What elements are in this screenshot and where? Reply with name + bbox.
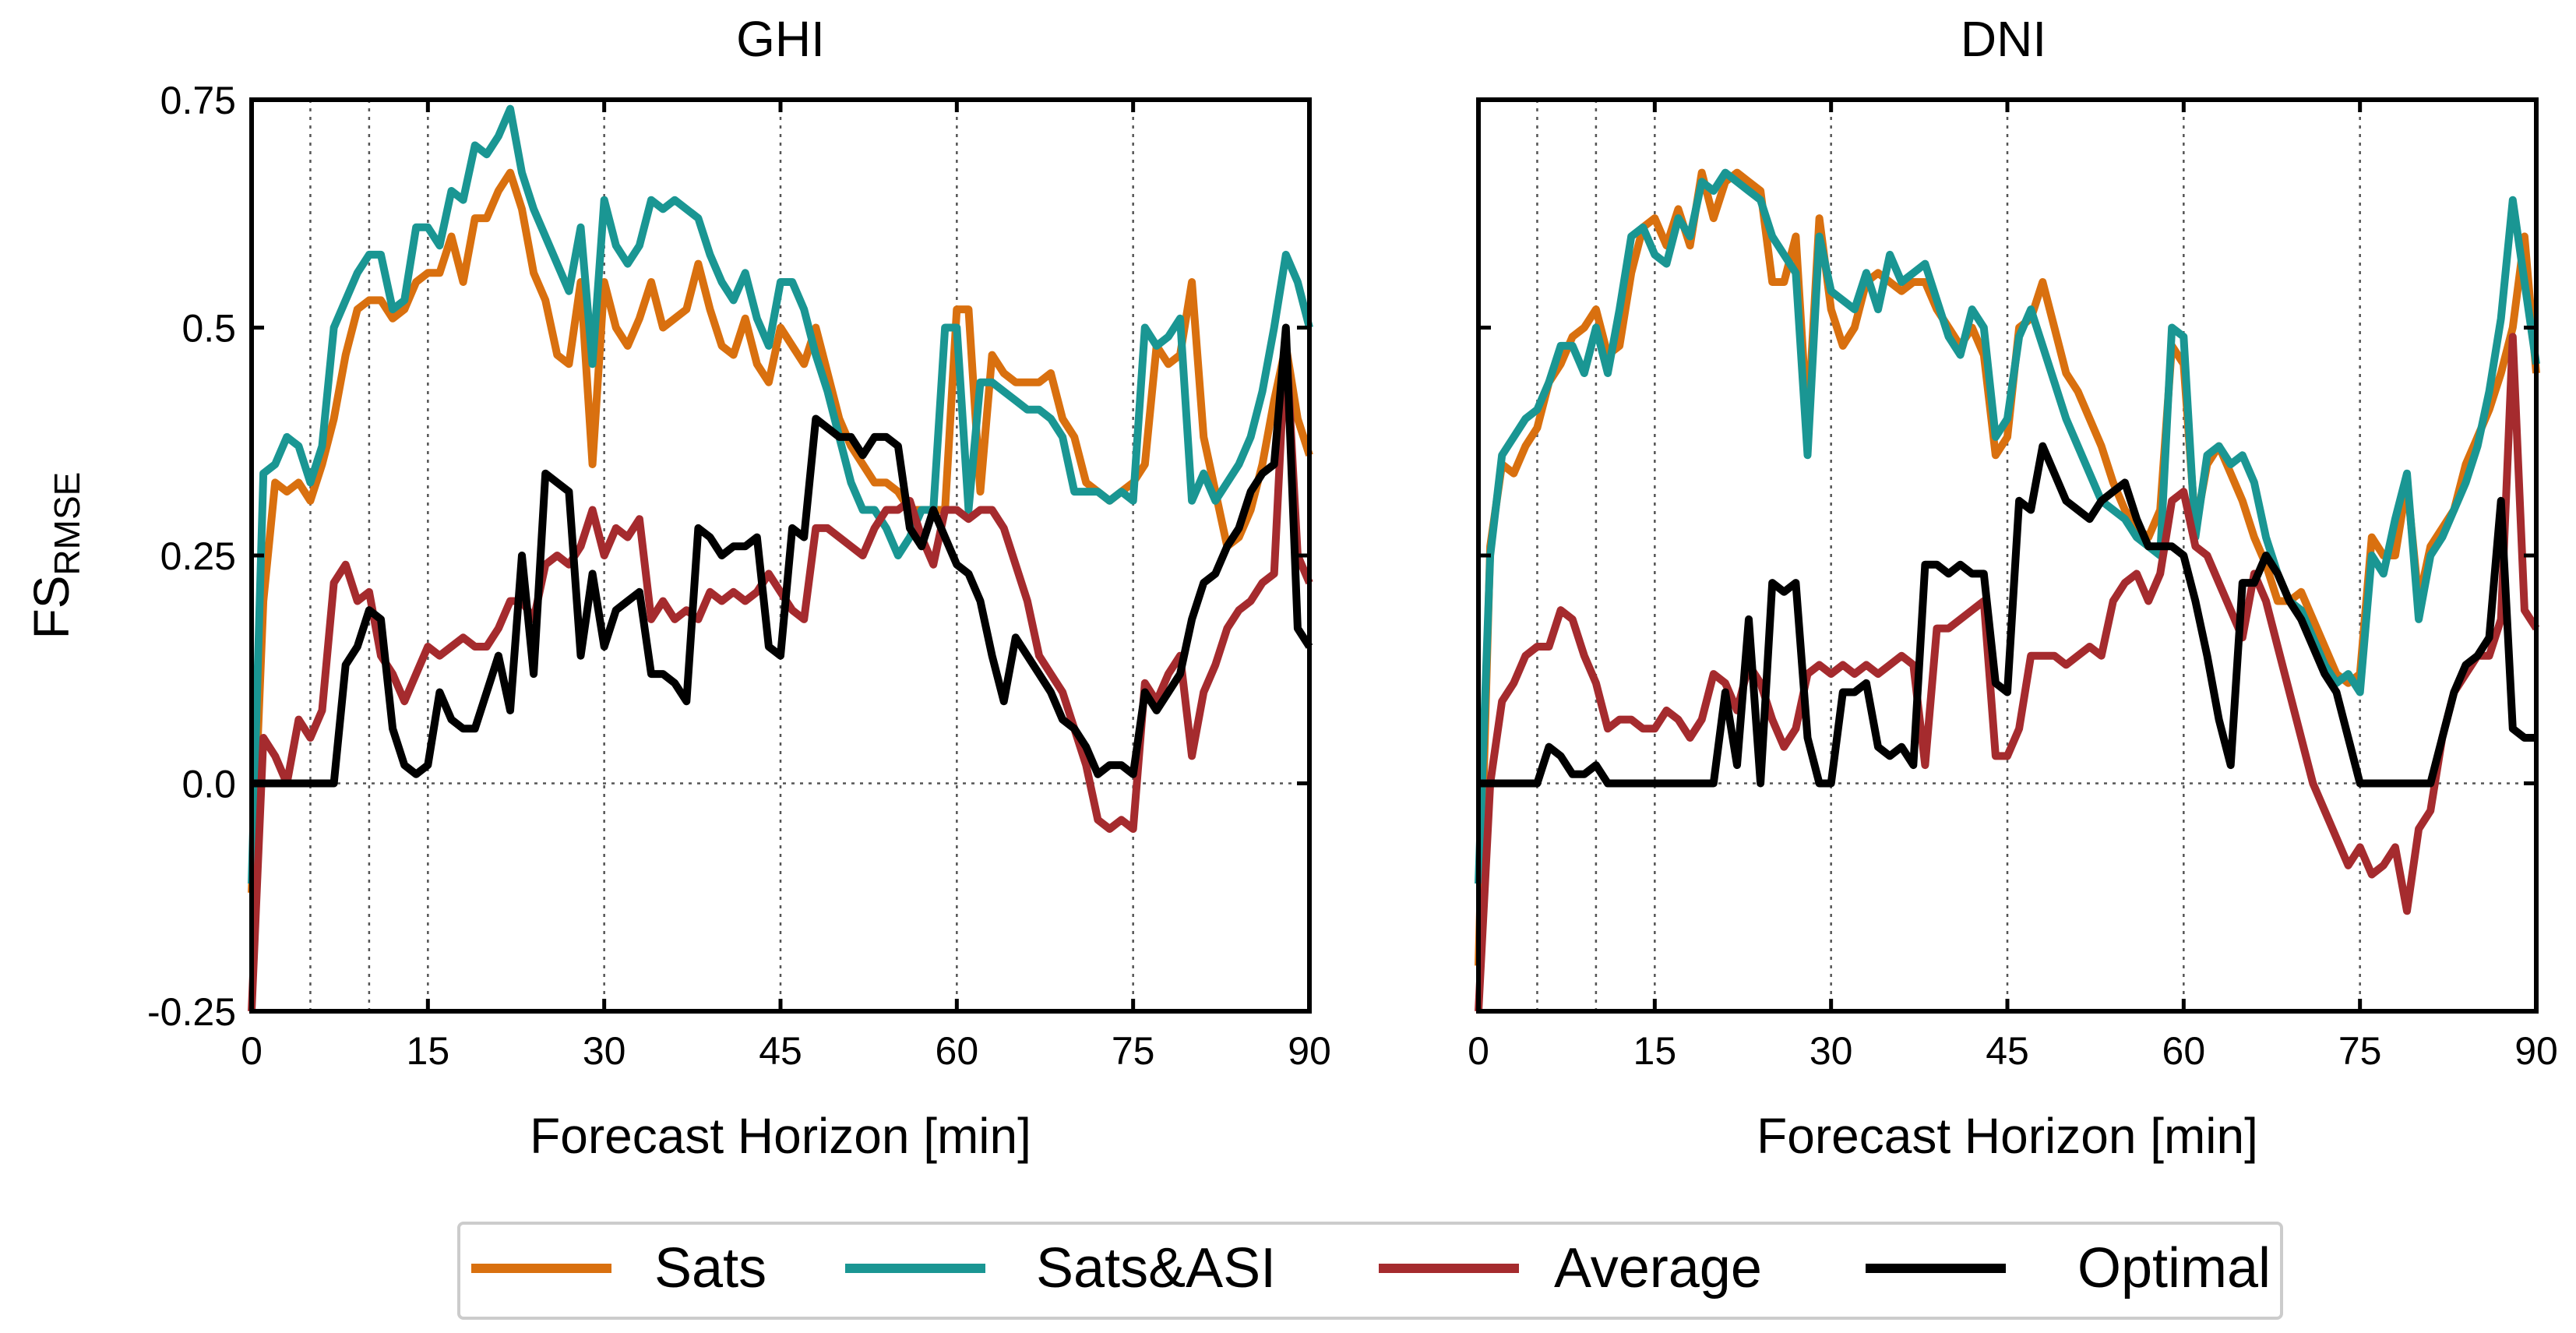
panel-dni: DNI 0 15 30 45 60 75 90 Forecast Horizon [min] bbox=[1468, 11, 2558, 1164]
x-tick-label: 90 bbox=[2514, 1029, 2558, 1073]
y-axis-label: FSRMSE bbox=[23, 472, 87, 640]
x-tick-label: 60 bbox=[2162, 1029, 2206, 1073]
x-tick-label: 45 bbox=[759, 1029, 802, 1073]
x-tick-label: 30 bbox=[583, 1029, 626, 1073]
legend-label: Sats bbox=[654, 1237, 766, 1299]
x-tick-label: 15 bbox=[407, 1029, 450, 1073]
y-tick-label: 0.25 bbox=[160, 534, 236, 578]
y-axis-label-subscript: RMSE bbox=[47, 472, 87, 576]
x-axis-label: Forecast Horizon [min] bbox=[1757, 1108, 2258, 1164]
y-axis-label-main: FS bbox=[23, 576, 79, 640]
series-line-optimal bbox=[252, 323, 1313, 788]
y-tick-label: 0.75 bbox=[160, 79, 236, 122]
x-axis-label: Forecast Horizon [min] bbox=[530, 1108, 1031, 1164]
legend-label: Average bbox=[1554, 1237, 1762, 1299]
x-tick-label: 30 bbox=[1810, 1029, 1853, 1073]
x-tick-label: 0 bbox=[241, 1029, 263, 1073]
legend-label: Sats&ASI bbox=[1036, 1237, 1276, 1299]
x-tick-label: 45 bbox=[1986, 1029, 2029, 1073]
series-line-average bbox=[1475, 333, 2540, 1012]
panel-title-ghi: GHI bbox=[736, 11, 825, 67]
legend: Sats Sats&ASI Average Optimal bbox=[457, 1222, 2283, 1320]
x-tick-label: 0 bbox=[1468, 1029, 1489, 1073]
x-tick-labels: 0 15 30 45 60 75 90 bbox=[1468, 1029, 2558, 1073]
series-layer bbox=[1475, 168, 2540, 1012]
x-tick-label: 60 bbox=[936, 1029, 979, 1073]
panel-ghi: GHI -0.25 0.0 0.25 0.5 0.75 0 15 30 45 60 75 90 Fo… bbox=[23, 11, 1331, 1164]
tick-marks bbox=[249, 97, 1312, 1014]
legend-entries: Sats Sats&ASI Average Optimal bbox=[471, 1237, 2271, 1299]
series-layer bbox=[248, 104, 1313, 1012]
x-tick-label: 75 bbox=[2338, 1029, 2382, 1073]
series-line-sats-asi bbox=[248, 104, 1313, 884]
y-tick-label: 0.5 bbox=[181, 307, 236, 351]
y-tick-label: -0.25 bbox=[147, 990, 236, 1034]
x-tick-labels: 0 15 30 45 60 75 90 bbox=[241, 1029, 1331, 1073]
y-tick-label: 0.0 bbox=[181, 763, 236, 806]
series-line-sats-asi bbox=[1475, 168, 2540, 884]
y-tick-labels: -0.25 0.0 0.25 0.5 0.75 bbox=[147, 79, 236, 1034]
panel-title-dni: DNI bbox=[1961, 11, 2046, 67]
legend-label: Optimal bbox=[2077, 1237, 2271, 1299]
series-line-average bbox=[248, 333, 1313, 1012]
series-line-optimal bbox=[1478, 442, 2536, 788]
x-tick-label: 15 bbox=[1633, 1029, 1677, 1073]
legend-box bbox=[457, 1222, 2283, 1320]
tick-marks bbox=[1476, 97, 2539, 1014]
x-tick-label: 90 bbox=[1288, 1029, 1331, 1073]
x-tick-label: 75 bbox=[1112, 1029, 1155, 1073]
